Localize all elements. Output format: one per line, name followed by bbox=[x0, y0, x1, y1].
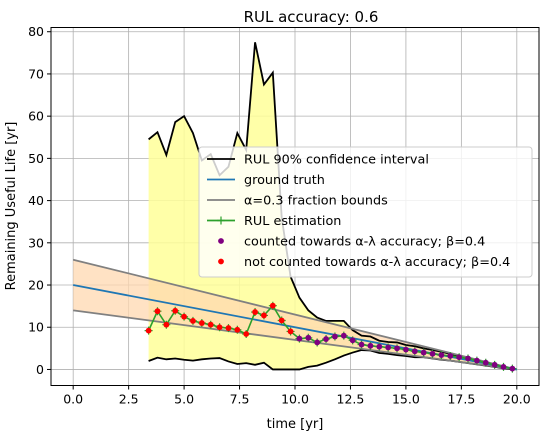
legend-not-counted-swatch bbox=[218, 258, 224, 265]
not-counted-point bbox=[190, 318, 196, 324]
counted-point bbox=[332, 333, 338, 340]
counted-point bbox=[447, 353, 454, 359]
counted-point bbox=[314, 339, 321, 346]
marker-layer bbox=[144, 301, 517, 373]
y-tick-label: 40 bbox=[28, 193, 44, 208]
counted-point bbox=[340, 332, 347, 339]
legend-counted-label: counted towards α-λ accuracy; β=0.4 bbox=[244, 235, 485, 250]
y-tick-label: 0 bbox=[36, 362, 44, 377]
counted-point bbox=[358, 341, 365, 348]
not-counted-point bbox=[154, 308, 161, 315]
counted-point bbox=[456, 354, 463, 361]
counted-point bbox=[385, 344, 392, 351]
counted-point bbox=[509, 365, 516, 372]
x-tick-label: 20.0 bbox=[503, 392, 531, 407]
not-counted-point bbox=[207, 321, 214, 328]
not-counted-point bbox=[198, 320, 205, 326]
x-tick-label: 17.5 bbox=[447, 392, 475, 407]
counted-point bbox=[491, 361, 498, 368]
counted-point bbox=[349, 337, 356, 344]
y-tick-label: 80 bbox=[28, 24, 44, 39]
counted-point bbox=[403, 346, 409, 353]
counted-point bbox=[323, 336, 329, 342]
legend-bounds-label: α=0.3 fraction bounds bbox=[244, 194, 388, 209]
not-counted-point bbox=[287, 328, 294, 335]
counted-point bbox=[296, 335, 303, 342]
confidence-interval-area bbox=[148, 42, 513, 370]
y-tick-label: 60 bbox=[28, 109, 44, 124]
legend-confidence-label: RUL 90% confidence interval bbox=[244, 153, 429, 168]
legend-counted-swatch bbox=[218, 238, 224, 244]
not-counted-point bbox=[243, 331, 250, 337]
x-tick-label: 0.0 bbox=[63, 392, 83, 407]
not-counted-point bbox=[252, 309, 258, 315]
not-counted-point bbox=[225, 325, 232, 331]
chart-title: RUL accuracy: 0.6 bbox=[244, 8, 379, 26]
not-counted-point bbox=[269, 302, 276, 309]
counted-point bbox=[482, 359, 489, 366]
y-axis-label: Remaining Useful Life [yr] bbox=[4, 122, 19, 291]
legend-ground-truth-label: ground truth bbox=[244, 173, 325, 188]
not-counted-point bbox=[234, 326, 241, 333]
counted-point bbox=[465, 355, 471, 362]
alpha-lower-bound-line bbox=[73, 309, 517, 371]
counted-point bbox=[411, 348, 418, 355]
counted-point bbox=[420, 349, 427, 356]
not-counted-point bbox=[145, 327, 152, 334]
x-tick-label: 15.0 bbox=[392, 392, 420, 407]
not-counted-point bbox=[261, 312, 267, 319]
counted-point bbox=[394, 345, 400, 352]
counted-point bbox=[500, 364, 507, 370]
x-tick-label: 7.5 bbox=[230, 392, 250, 407]
counted-point bbox=[429, 350, 436, 357]
counted-point bbox=[367, 342, 374, 349]
legend: RUL 90% confidence interval ground truth α… bbox=[198, 146, 533, 278]
y-tick-label: 20 bbox=[28, 278, 44, 293]
not-counted-point bbox=[278, 317, 285, 324]
legend-estimation-marker bbox=[217, 216, 225, 225]
alpha-upper-bound-line bbox=[72, 258, 518, 371]
not-counted-point bbox=[216, 324, 223, 331]
y-tick-label: 70 bbox=[28, 66, 44, 81]
x-tick-label: 12.5 bbox=[337, 392, 365, 407]
not-counted-point bbox=[172, 307, 179, 314]
x-axis-label: time [yr] bbox=[267, 417, 324, 432]
y-tick-label: 10 bbox=[28, 320, 44, 335]
x-tick-label: 2.5 bbox=[119, 392, 139, 407]
not-counted-point bbox=[163, 321, 170, 328]
counted-point bbox=[376, 343, 383, 350]
legend-not-counted-label: not counted towards α-λ accuracy; β=0.4 bbox=[244, 255, 510, 270]
legend-estimation-label: RUL estimation bbox=[244, 214, 341, 229]
counted-point bbox=[438, 352, 445, 359]
tick-layer: 0.0 2.5 5.0 7.5 10.0 12.5 15.0 17.5 20.0 0 10 20 30 4… bbox=[28, 24, 531, 406]
y-tick-label: 50 bbox=[28, 151, 44, 166]
x-tick-label: 5.0 bbox=[174, 392, 194, 407]
x-tick-label: 10.0 bbox=[281, 392, 309, 407]
y-tick-label: 30 bbox=[28, 235, 44, 250]
counted-point bbox=[305, 334, 312, 341]
legend-box bbox=[198, 146, 533, 278]
counted-point bbox=[473, 357, 480, 364]
not-counted-point bbox=[181, 313, 187, 320]
